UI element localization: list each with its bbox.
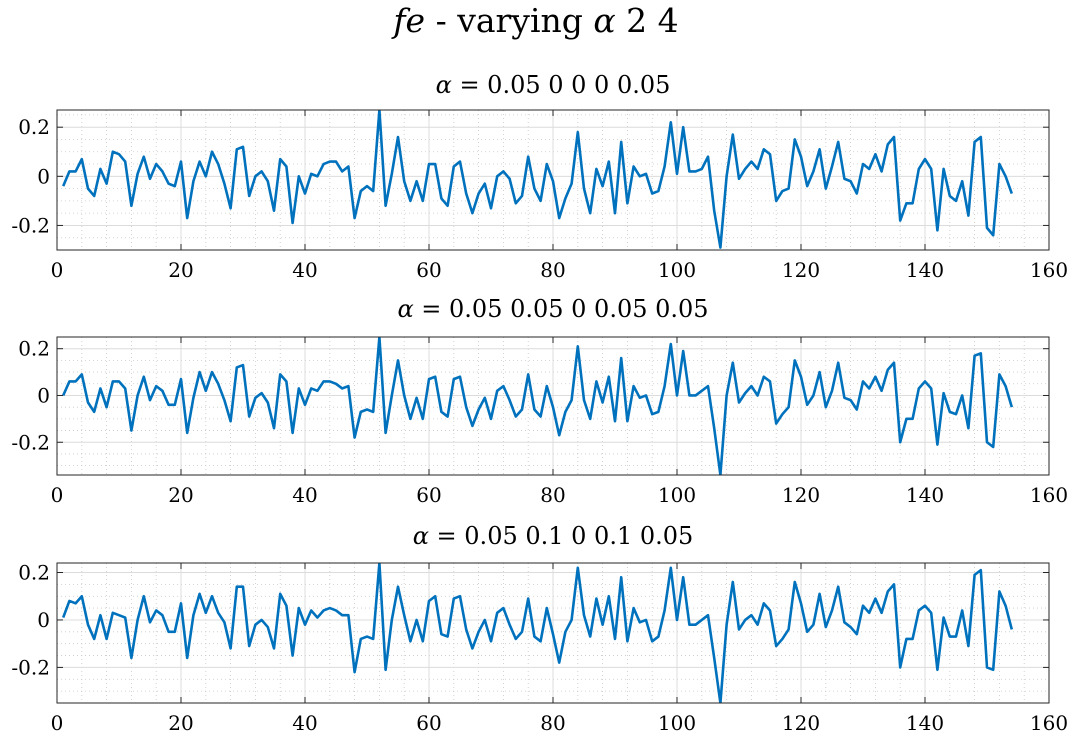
subplot-2-title-values: = 0.05 0.05 0 0.05 0.05 (414, 295, 709, 323)
subplot-1-xtick-label: 160 (1030, 258, 1068, 282)
subplot-3-series-line (61, 563, 1014, 703)
subplot-1-xtick-label: 140 (906, 258, 944, 282)
subplot-1-xtick-label: 0 (51, 258, 64, 282)
subplot-2-series-line (62, 337, 1014, 475)
subplot-1-xtick-label: 100 (658, 258, 696, 282)
subplot-2-ytick-label: 0.2 (18, 337, 50, 361)
subplot-2-xtick-label: 120 (782, 483, 820, 507)
subplot-3-xtick-label: 140 (906, 711, 944, 735)
subplot-3-ytick-label: 0.2 (18, 560, 50, 584)
figure-title: fe - varying α 2 4 (390, 1, 678, 40)
subplot-3-xtick-label: 60 (416, 711, 441, 735)
subplot-2-xtick-label: 60 (416, 483, 441, 507)
subplot-2-ytick-label: -0.2 (11, 430, 50, 454)
subplot-3-xtick-label: 160 (1030, 711, 1068, 735)
subplot-1-xtick-label: 120 (782, 258, 820, 282)
subplot-2: α = 0.05 0.05 0 0.05 0.05 0 20 40 60 80 100 12… (11, 295, 1068, 507)
figure-title-text: - varying (425, 1, 593, 40)
subplot-1: α = 0.05 0 0 0 0.05 0 20 40 60 80 100 120 140 16… (11, 71, 1068, 282)
subplot-1-xtick-label: 60 (416, 258, 441, 282)
subplot-1-ytick-label: 0 (37, 164, 50, 188)
subplot-3-xtick-label: 120 (782, 711, 820, 735)
subplot-1-series-line (62, 110, 1014, 249)
subplot-2-xtick-label: 160 (1030, 483, 1068, 507)
subplot-3-xtick-label: 80 (540, 711, 565, 735)
subplot-1-ytick-label: -0.2 (11, 213, 50, 237)
subplot-3-ytick-label: 0 (37, 608, 50, 632)
subplot-2-xtick-label: 40 (292, 483, 317, 507)
subplot-2-xtick-label: 100 (658, 483, 696, 507)
subplot-2-title: α = 0.05 0.05 0 0.05 0.05 (397, 295, 708, 323)
subplot-3-ytick-label: -0.2 (11, 655, 50, 679)
subplot-3-xtick-label: 100 (658, 711, 696, 735)
subplot-3-xtick-label: 20 (168, 711, 193, 735)
figure-title-symbol: α (593, 1, 615, 40)
subplot-3-title-symbol: α (413, 522, 429, 550)
subplot-1-xtick-label: 20 (168, 258, 193, 282)
subplot-3-title-values: = 0.05 0.1 0 0.1 0.05 (429, 522, 693, 550)
subplot-3-title: α = 0.05 0.1 0 0.1 0.05 (413, 522, 694, 550)
subplot-2-xtick-label: 80 (540, 483, 565, 507)
subplot-3-xtick-label: 40 (292, 711, 317, 735)
subplot-1-xtick-label: 80 (540, 258, 565, 282)
subplot-3-xtick-label: 0 (51, 711, 64, 735)
figure-title-suffix: 2 4 (616, 1, 679, 40)
subplot-1-ytick-label: 0.2 (18, 115, 50, 139)
subplot-2-xtick-label: 0 (51, 483, 64, 507)
subplot-2-ytick-label: 0 (37, 383, 50, 407)
subplot-1-title-values: = 0.05 0 0 0 0.05 (452, 71, 671, 99)
subplot-2-xtick-label: 20 (168, 483, 193, 507)
subplot-1-title: α = 0.05 0 0 0 0.05 (436, 71, 671, 99)
subplot-1-title-symbol: α (436, 71, 452, 99)
subplot-2-title-symbol: α (397, 295, 413, 323)
figure-title-variable: fe (390, 1, 425, 40)
subplot-1-xtick-label: 40 (292, 258, 317, 282)
subplot-2-xtick-label: 140 (906, 483, 944, 507)
subplot-3: α = 0.05 0.1 0 0.1 0.05 0 20 40 60 80 100 120 1… (11, 522, 1068, 735)
